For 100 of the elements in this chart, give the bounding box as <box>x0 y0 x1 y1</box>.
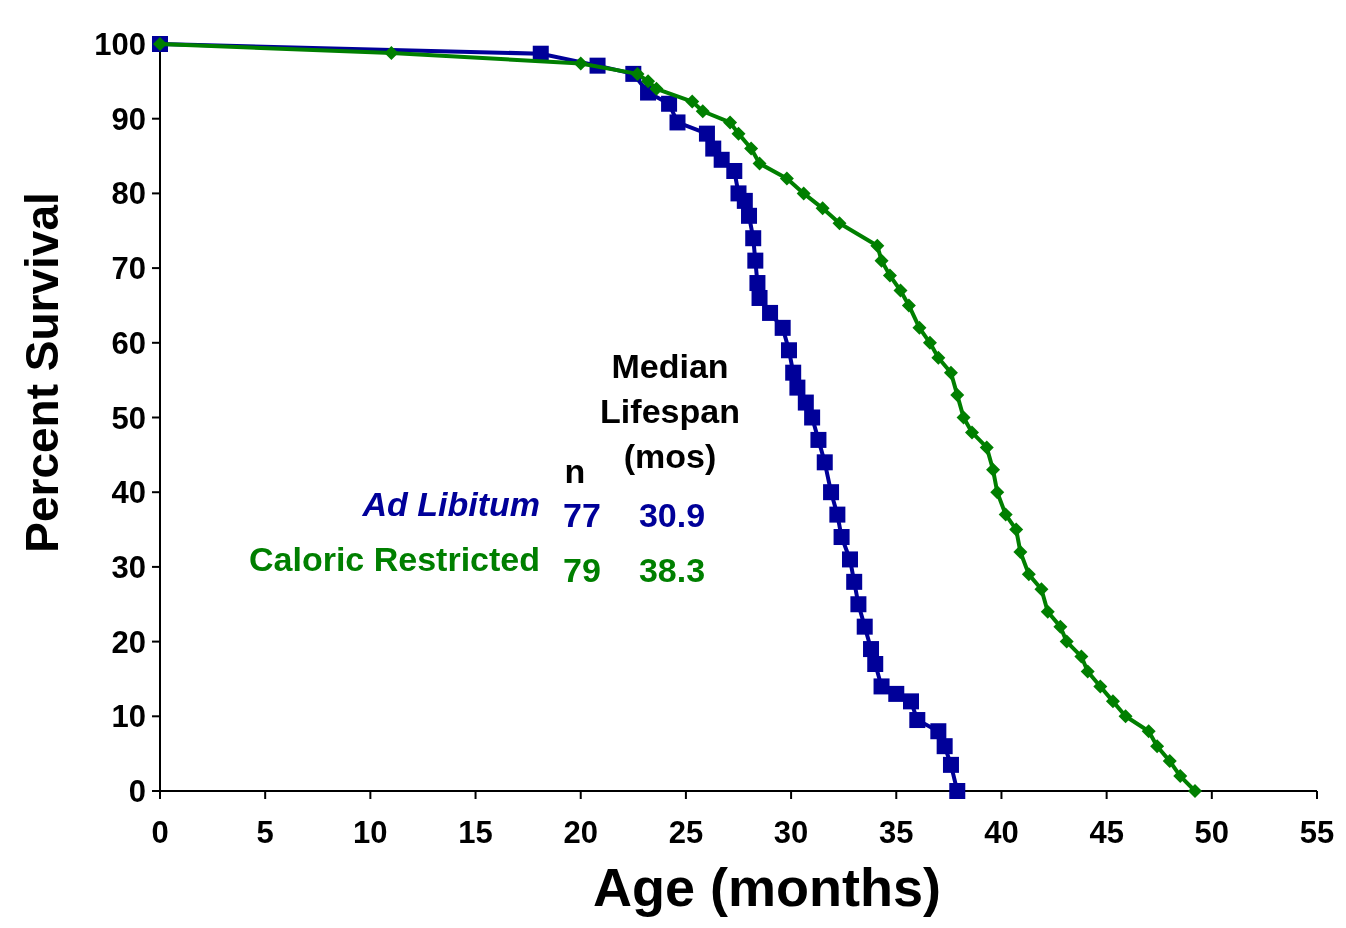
point <box>669 114 686 131</box>
point <box>747 252 764 269</box>
annotation: Median Lifespan (mos) <box>600 347 740 475</box>
point <box>888 685 905 702</box>
x-tick-label: 5 <box>256 815 274 850</box>
point <box>1013 544 1028 559</box>
point <box>661 95 678 112</box>
point <box>823 484 840 501</box>
point <box>1105 694 1120 709</box>
point <box>873 678 890 695</box>
point <box>1150 739 1165 754</box>
point <box>1093 679 1108 694</box>
y-tick-label: 30 <box>111 549 146 585</box>
point <box>815 201 830 216</box>
point <box>695 104 710 119</box>
x-tick-label: 55 <box>1299 815 1335 850</box>
annotation: n <box>564 452 586 490</box>
point <box>979 440 994 455</box>
y-tick-label: 20 <box>111 624 146 660</box>
y-tick-label: 90 <box>111 101 146 137</box>
y-tick-label: 0 <box>128 774 146 809</box>
point <box>741 207 758 224</box>
point <box>723 115 738 130</box>
point <box>1080 664 1095 679</box>
point <box>780 342 797 359</box>
point <box>1059 634 1074 649</box>
point <box>867 656 884 673</box>
point <box>856 618 873 635</box>
point <box>630 66 645 81</box>
text: Ad Libitum <box>361 485 540 523</box>
point <box>649 81 664 96</box>
x-axis-title: Age (months) <box>593 857 941 917</box>
point <box>942 756 959 773</box>
point <box>936 738 953 755</box>
point <box>796 186 811 201</box>
point <box>833 529 850 546</box>
y-tick-label: 50 <box>111 400 146 436</box>
y-tick-label: 10 <box>111 699 146 735</box>
x-tick-label: 40 <box>984 815 1019 850</box>
point <box>943 365 958 380</box>
point <box>785 364 802 381</box>
annotation: 30.9 <box>638 496 706 534</box>
y-tick-label: 80 <box>111 176 146 212</box>
x-tick-label: 10 <box>353 815 388 850</box>
point <box>956 410 971 425</box>
point <box>965 425 979 440</box>
point <box>713 151 730 168</box>
point <box>1034 582 1049 597</box>
x-tick-label: 50 <box>1194 815 1230 850</box>
text: Caloric Restricted <box>249 540 540 578</box>
point <box>1021 567 1036 582</box>
point <box>912 320 927 335</box>
point <box>901 298 916 313</box>
point <box>903 693 919 710</box>
point <box>990 485 1005 500</box>
point <box>384 45 399 60</box>
x-tick-label: 25 <box>668 815 704 850</box>
y-tick-label: 40 <box>111 475 146 511</box>
point <box>1173 769 1188 784</box>
annotation: 38.3 <box>638 551 706 589</box>
point <box>1040 604 1055 619</box>
point <box>930 723 947 740</box>
point <box>1141 724 1156 739</box>
x-tick-label: 45 <box>1089 815 1124 850</box>
point <box>745 230 762 247</box>
point <box>841 551 858 568</box>
point <box>744 141 759 156</box>
point <box>832 216 847 231</box>
point <box>1118 709 1133 724</box>
point <box>1009 522 1024 537</box>
point <box>774 319 791 336</box>
point <box>986 462 1001 477</box>
annotation: 79 <box>563 551 601 589</box>
point <box>749 275 766 292</box>
point <box>1053 619 1068 634</box>
y-tick-label: 60 <box>111 325 146 361</box>
point <box>829 506 846 523</box>
point <box>804 409 821 426</box>
point <box>731 126 746 141</box>
point <box>870 238 885 253</box>
point <box>950 388 965 403</box>
x-tick-label: 35 <box>879 815 914 850</box>
point <box>797 394 814 411</box>
point <box>726 162 743 179</box>
annotation: 77 <box>563 496 601 534</box>
x-tick-label: 15 <box>458 815 493 850</box>
point <box>1162 754 1177 769</box>
point <box>949 783 966 799</box>
point <box>1187 784 1202 798</box>
x-tick-label: 30 <box>773 815 809 850</box>
y-tick-label: 100 <box>94 27 146 62</box>
point <box>1074 649 1089 664</box>
point <box>882 268 897 283</box>
point <box>641 74 656 89</box>
point <box>789 379 806 396</box>
x-tick-label: 20 <box>563 815 598 850</box>
point <box>863 641 880 658</box>
point <box>909 712 926 729</box>
point <box>762 304 779 321</box>
point <box>893 283 908 298</box>
